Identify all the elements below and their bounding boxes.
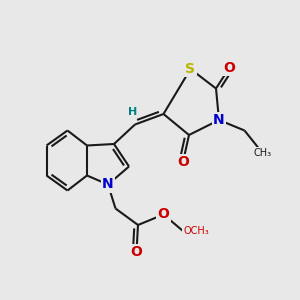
Text: O: O (130, 245, 142, 259)
Text: O: O (158, 208, 169, 221)
Text: N: N (213, 113, 225, 127)
Text: N: N (102, 178, 114, 191)
Text: O: O (224, 61, 236, 74)
Text: H: H (128, 107, 137, 117)
Text: S: S (185, 62, 196, 76)
Text: CH₃: CH₃ (254, 148, 272, 158)
Text: OCH₃: OCH₃ (183, 226, 209, 236)
Text: O: O (177, 155, 189, 169)
